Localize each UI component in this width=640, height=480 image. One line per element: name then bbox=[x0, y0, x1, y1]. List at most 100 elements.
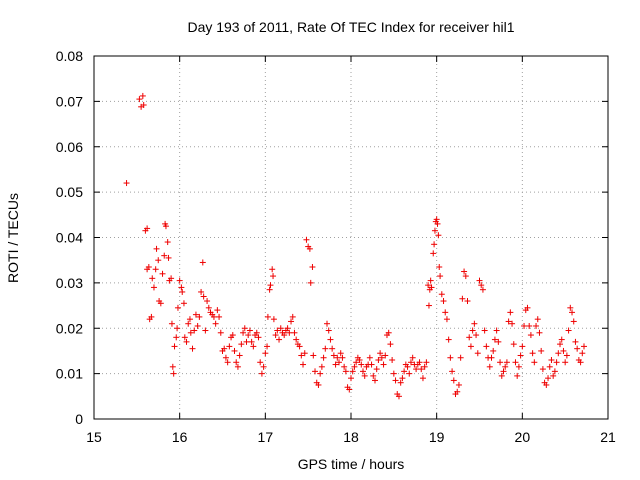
data-point bbox=[300, 361, 307, 368]
x-tick-label: 15 bbox=[86, 429, 102, 445]
data-point bbox=[538, 347, 545, 354]
data-point bbox=[390, 370, 397, 377]
data-point bbox=[462, 273, 469, 280]
data-point bbox=[466, 334, 473, 341]
y-tick-labels: 0 0.01 0.02 0.03 0.04 0.05 0.06 0.07 0.08 bbox=[56, 48, 83, 427]
data-point bbox=[353, 359, 360, 366]
data-point bbox=[150, 284, 157, 291]
data-point bbox=[495, 338, 502, 345]
data-point bbox=[183, 338, 190, 345]
data-point bbox=[395, 393, 402, 400]
data-point bbox=[168, 275, 175, 282]
data-point bbox=[272, 332, 279, 339]
data-point bbox=[387, 341, 394, 348]
data-point bbox=[348, 375, 354, 382]
data-point bbox=[123, 180, 130, 187]
data-point bbox=[358, 361, 365, 368]
data-point bbox=[533, 322, 540, 329]
data-point bbox=[488, 354, 495, 361]
data-point bbox=[368, 361, 375, 368]
data-point bbox=[545, 375, 552, 382]
data-point bbox=[260, 363, 267, 370]
data-point bbox=[296, 343, 303, 350]
data-point bbox=[474, 350, 481, 357]
data-point bbox=[171, 343, 178, 350]
data-point bbox=[289, 313, 296, 320]
data-point bbox=[240, 329, 247, 336]
data-point bbox=[155, 257, 162, 264]
data-point bbox=[574, 345, 581, 352]
data-point bbox=[330, 352, 337, 359]
data-point bbox=[152, 266, 159, 273]
data-point bbox=[471, 320, 478, 327]
data-point bbox=[476, 277, 483, 284]
data-point bbox=[270, 316, 277, 323]
data-point bbox=[370, 372, 377, 379]
data-point bbox=[450, 377, 457, 384]
data-point bbox=[264, 343, 271, 350]
data-point bbox=[498, 372, 505, 379]
data-point bbox=[529, 350, 536, 357]
data-points bbox=[123, 92, 588, 400]
data-point bbox=[293, 336, 300, 343]
y-tick-label: 0.05 bbox=[56, 184, 83, 200]
data-point bbox=[270, 273, 277, 280]
data-point bbox=[136, 96, 143, 103]
data-point bbox=[434, 220, 441, 227]
data-point bbox=[416, 359, 423, 366]
data-point bbox=[165, 254, 172, 261]
data-point bbox=[318, 363, 325, 370]
data-point bbox=[257, 359, 264, 366]
data-point bbox=[449, 368, 456, 375]
data-point bbox=[276, 336, 283, 343]
data-point bbox=[430, 250, 437, 257]
data-point bbox=[457, 354, 464, 361]
data-point bbox=[435, 232, 442, 239]
data-point bbox=[222, 354, 229, 361]
x-tick-label: 20 bbox=[515, 429, 531, 445]
data-point bbox=[253, 329, 260, 336]
data-point bbox=[382, 352, 389, 359]
data-point bbox=[423, 359, 430, 366]
data-point bbox=[159, 270, 166, 277]
data-point bbox=[161, 252, 168, 259]
data-point bbox=[140, 102, 147, 109]
data-point bbox=[238, 341, 245, 348]
data-point bbox=[337, 350, 344, 357]
data-point bbox=[187, 329, 194, 336]
data-point bbox=[469, 327, 476, 334]
data-point bbox=[572, 338, 579, 345]
data-point bbox=[467, 343, 474, 350]
data-point bbox=[551, 368, 558, 375]
data-point bbox=[200, 293, 207, 300]
data-point bbox=[447, 354, 454, 361]
data-point bbox=[148, 313, 155, 320]
data-point bbox=[427, 277, 434, 284]
data-point bbox=[301, 350, 308, 357]
data-point bbox=[320, 354, 327, 361]
data-point bbox=[168, 320, 175, 327]
data-point bbox=[397, 379, 404, 386]
data-point bbox=[375, 357, 382, 364]
data-point bbox=[455, 381, 462, 388]
data-point bbox=[514, 372, 521, 379]
data-point bbox=[483, 343, 490, 350]
data-point bbox=[312, 368, 319, 375]
data-point bbox=[309, 263, 316, 270]
data-point bbox=[210, 313, 217, 320]
data-point bbox=[560, 347, 567, 354]
data-point bbox=[325, 327, 332, 334]
data-point bbox=[186, 316, 193, 323]
data-point bbox=[303, 236, 310, 243]
y-tick-label: 0.07 bbox=[56, 93, 83, 109]
data-point bbox=[202, 327, 209, 334]
data-point bbox=[490, 347, 497, 354]
data-point bbox=[286, 329, 293, 336]
data-point bbox=[366, 354, 373, 361]
data-point bbox=[519, 343, 526, 350]
data-point bbox=[553, 359, 560, 366]
data-point bbox=[543, 381, 550, 388]
data-point bbox=[531, 359, 538, 366]
y-tick-label: 0.08 bbox=[56, 48, 83, 64]
data-point bbox=[288, 318, 295, 325]
